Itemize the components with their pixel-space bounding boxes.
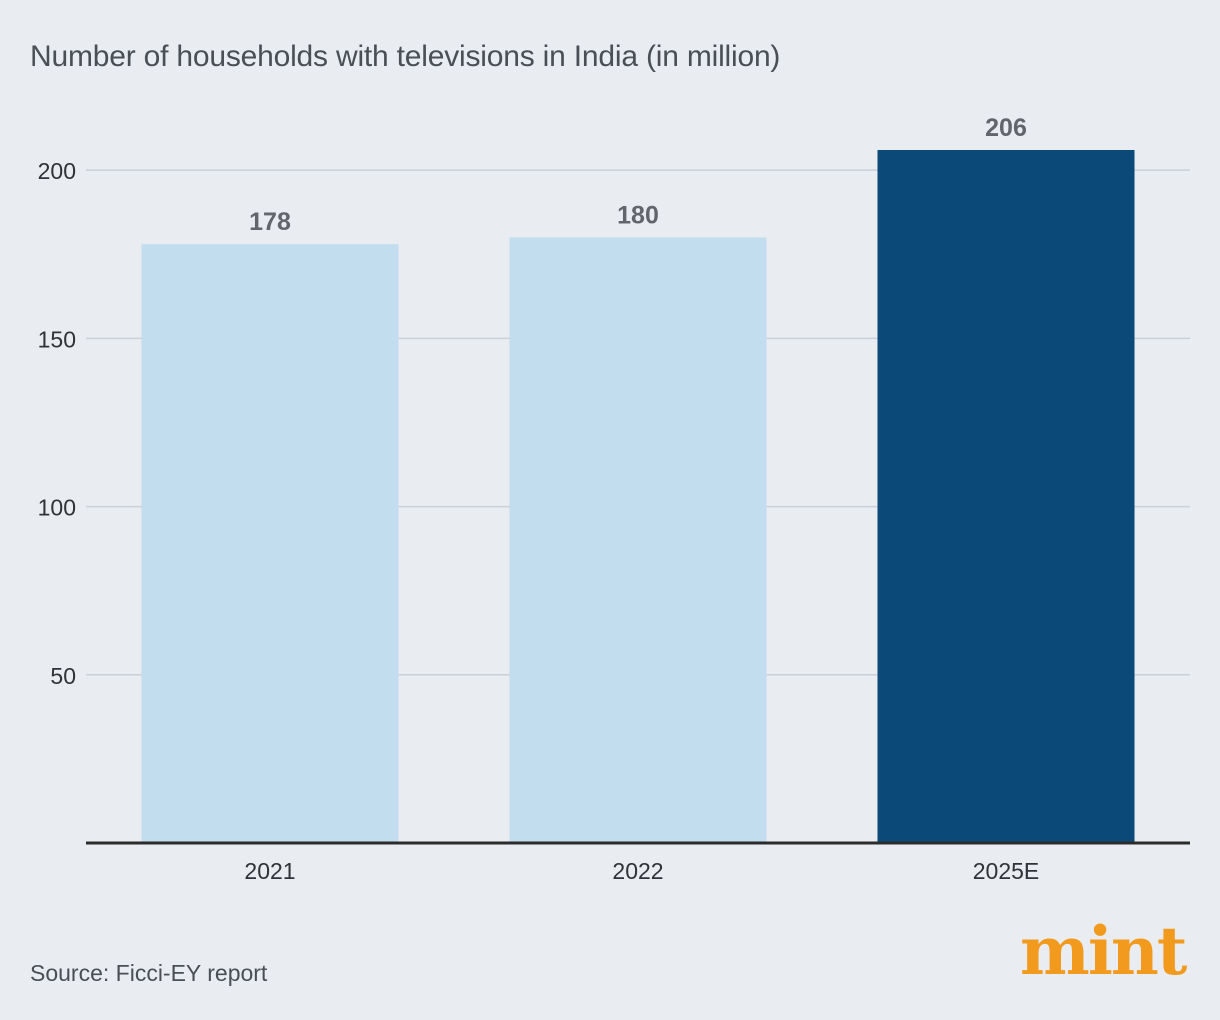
bars (141, 150, 1135, 844)
y-tick-label: 200 (38, 158, 76, 184)
value-label: 180 (617, 201, 659, 229)
y-tick-label: 150 (38, 326, 76, 352)
mint-logo: mint (1020, 912, 1187, 990)
y-tick-label: 50 (50, 663, 76, 689)
y-tick-label: 100 (38, 495, 76, 521)
source-note: Source: Ficci-EY report (30, 960, 268, 986)
bar-2021 (141, 244, 399, 844)
x-tick-label: 2021 (244, 858, 295, 884)
value-labels: 178 180 206 (249, 114, 1027, 236)
x-tick-label: 2022 (612, 858, 663, 884)
x-tick-label: 2025E (973, 858, 1040, 884)
value-label: 178 (249, 208, 291, 236)
value-label: 206 (985, 114, 1027, 142)
axis-ticks: 50 100 150 200 2021 2022 2025E (38, 158, 1040, 884)
bar-2025e (877, 150, 1135, 843)
chart-title: Number of households with televisions in… (30, 40, 781, 73)
bar-2022 (509, 237, 767, 844)
